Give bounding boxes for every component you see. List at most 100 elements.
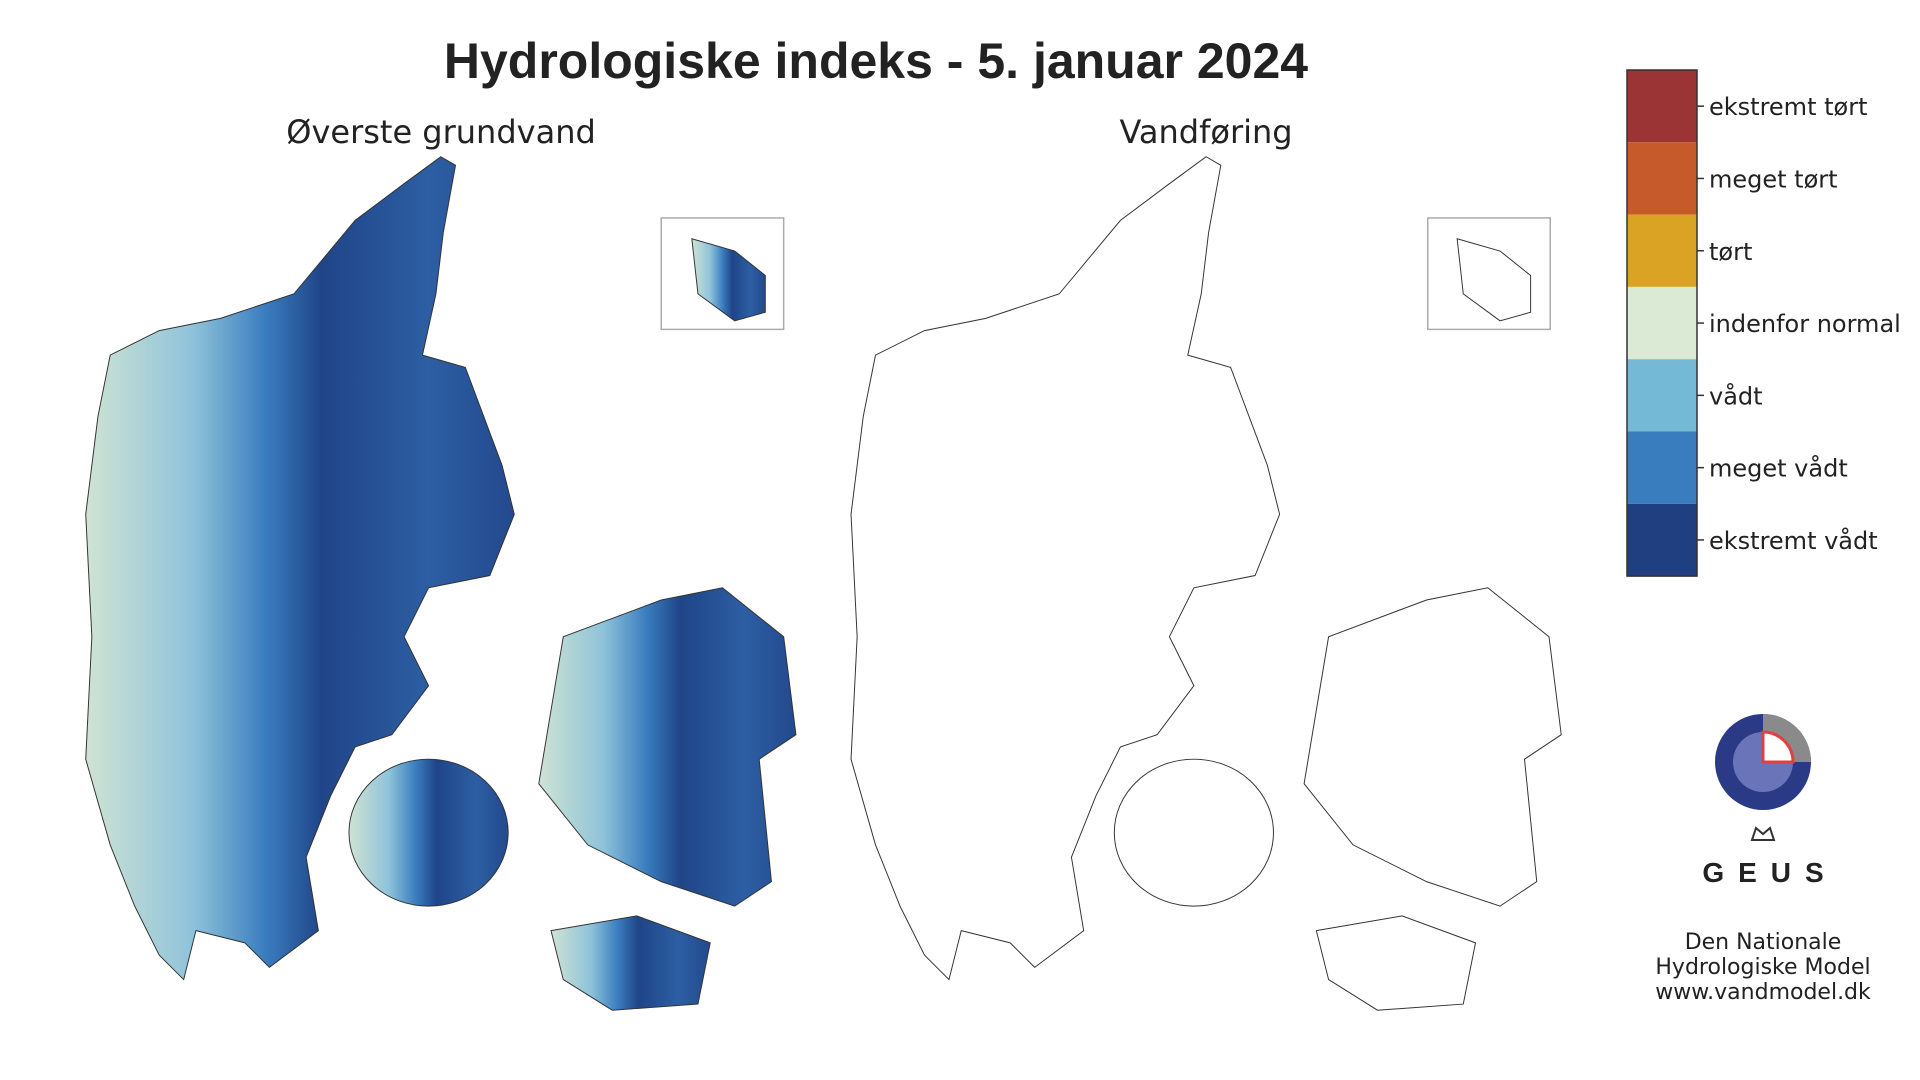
texture (681, 465, 689, 473)
texture (764, 792, 772, 800)
texture (654, 315, 660, 321)
texture (894, 977, 934, 1009)
texture (748, 971, 755, 978)
texture (782, 401, 786, 405)
texture (93, 295, 102, 304)
texture (120, 166, 125, 172)
texture (207, 997, 216, 1005)
texture (311, 980, 317, 986)
texture (1222, 740, 1246, 762)
texture (1266, 577, 1296, 621)
texture (1371, 884, 1422, 905)
texture (555, 604, 559, 608)
texture (510, 703, 517, 711)
texture (578, 396, 584, 401)
texture (678, 908, 685, 915)
texture (775, 940, 782, 947)
texture (534, 864, 544, 874)
texture (1404, 347, 1426, 374)
texture (535, 598, 544, 606)
map-title: Øverste grundvand (286, 113, 596, 151)
texture (1275, 810, 1290, 838)
texture (774, 165, 782, 173)
texture (669, 356, 678, 365)
texture (603, 592, 612, 600)
texture (1085, 160, 1144, 199)
texture (768, 176, 777, 186)
texture (85, 637, 88, 644)
texture (671, 539, 675, 542)
texture (638, 386, 649, 396)
texture (625, 867, 633, 875)
texture (609, 596, 618, 605)
texture (1369, 862, 1397, 890)
texture (679, 225, 685, 232)
footer-line: www.vandmodel.dk (1655, 980, 1871, 1005)
texture (1413, 340, 1452, 376)
texture (525, 325, 534, 334)
texture (762, 933, 770, 941)
groundwater-map (72, 156, 808, 1011)
texture (1452, 526, 1496, 560)
texture (532, 280, 543, 291)
texture (545, 524, 552, 530)
texture (1283, 500, 1323, 520)
legend-swatch (1627, 286, 1697, 360)
texture (642, 452, 649, 458)
texture (1348, 350, 1380, 398)
texture (1101, 1009, 1153, 1011)
texture (681, 161, 690, 169)
texture (488, 716, 493, 720)
texture (512, 173, 520, 181)
texture (539, 688, 547, 696)
texture (544, 361, 549, 365)
texture (631, 248, 641, 258)
texture (1526, 990, 1559, 1010)
texture (1281, 949, 1303, 970)
texture (465, 975, 473, 982)
texture (668, 554, 678, 563)
texture (709, 183, 715, 189)
texture (793, 851, 796, 860)
texture (891, 236, 915, 261)
texture (536, 955, 546, 965)
texture (342, 942, 351, 951)
texture (1292, 407, 1326, 458)
texture (517, 1007, 527, 1011)
texture (1326, 188, 1370, 226)
texture (1383, 485, 1427, 513)
texture (523, 778, 533, 788)
texture (1341, 384, 1379, 438)
legend-label: meget tørt (1709, 165, 1838, 193)
texture (1315, 439, 1363, 477)
texture (664, 211, 669, 216)
legend-swatch (1627, 70, 1697, 143)
texture (72, 957, 76, 961)
texture (332, 1000, 342, 1010)
texture (1516, 544, 1543, 561)
texture (543, 392, 548, 397)
texture (231, 988, 240, 998)
texture (583, 191, 590, 198)
texture (788, 509, 792, 512)
texture (1229, 326, 1272, 349)
texture (725, 929, 731, 935)
legend-swatch (1627, 214, 1697, 287)
texture (1299, 512, 1345, 547)
texture (851, 952, 862, 971)
texture (151, 282, 156, 286)
texture (787, 886, 796, 897)
legend: ekstremt tørt meget tørt tørt indenfor norm… (1626, 69, 1901, 577)
texture (804, 339, 808, 343)
texture (466, 242, 472, 248)
texture (1075, 156, 1109, 170)
texture (456, 601, 460, 604)
texture (717, 349, 727, 359)
texture (607, 263, 616, 273)
texture (1275, 656, 1305, 709)
texture (480, 906, 484, 911)
texture (1454, 546, 1503, 591)
texture (1334, 189, 1382, 248)
texture (74, 995, 82, 1003)
